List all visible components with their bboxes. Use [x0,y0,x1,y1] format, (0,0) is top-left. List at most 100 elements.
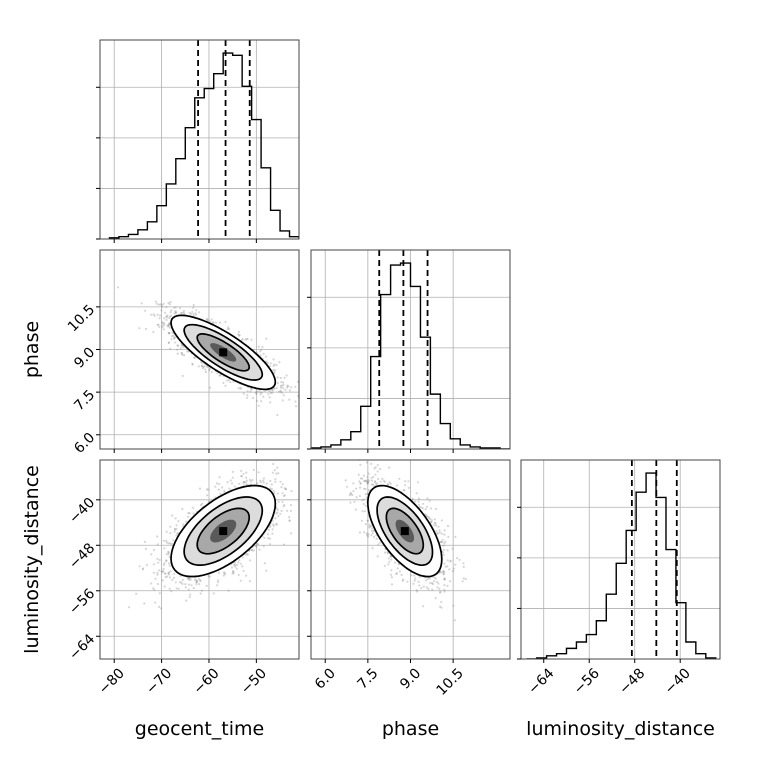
sample-point [217,579,220,582]
sample-point [286,509,289,512]
histogram-phase [307,249,511,450]
sample-point [161,305,164,308]
sample-point [282,505,285,508]
sample-point [167,573,170,576]
sample-point [434,524,438,527]
sample-point [264,355,268,358]
sample-point [174,311,177,314]
sample-point [181,352,184,355]
sample-point [188,311,191,314]
sample-point [190,312,193,315]
sample-point [181,507,184,511]
sample-point [283,504,286,507]
sample-point [173,306,176,309]
sample-point [271,471,274,474]
sample-point [208,575,211,578]
sample-point [259,393,262,396]
sample-point [227,326,230,329]
sample-point [167,542,170,545]
sample-point [169,542,172,545]
sample-point [182,311,185,314]
sample-point [195,579,198,582]
sample-point [271,391,274,394]
sample-point [153,588,156,591]
sample-point [252,468,255,471]
sample-point [203,365,206,368]
sample-point [270,454,272,456]
sample-point [268,525,271,529]
sample-point [384,551,387,554]
sample-point [152,548,156,552]
sample-point [177,344,180,347]
sample-point [222,381,225,384]
sample-point [228,327,231,331]
sample-point [275,507,278,510]
sample-point [150,553,153,556]
sample-point [288,519,291,522]
sample-point [198,583,201,586]
sample-point [276,413,279,417]
sample-point [256,543,260,546]
sample-point [187,583,191,586]
sample-point [206,366,209,369]
sample-point [167,562,170,565]
sample-point [288,398,291,401]
sample-point [281,500,284,504]
sample-point [259,391,262,394]
sample-point [164,539,168,542]
sample-point [184,583,187,586]
sample-point [158,592,161,595]
sample-point [186,350,189,353]
sample-point [192,512,195,515]
sample-point [165,305,168,309]
sample-point [184,586,187,589]
sample-point [262,481,265,484]
sample-point [159,303,162,306]
sample-point [152,330,155,333]
sample-point [260,348,263,351]
sample-point [294,400,297,403]
sample-point [243,481,246,484]
sample-point [150,313,153,316]
sample-point [163,585,166,588]
sample-point [238,334,241,337]
sample-point [289,504,293,507]
sample-point [401,578,405,581]
sample-point [191,310,194,313]
histogram-geocent_time [96,39,300,240]
sample-point [255,392,258,395]
sample-point [288,516,291,519]
sample-point [173,336,176,339]
sample-point [192,312,195,316]
sample-point [259,354,262,357]
sample-point [167,325,170,328]
sample-point [244,574,248,577]
panel-frame [99,459,300,660]
sample-point [165,530,168,533]
sample-point [272,523,275,526]
sample-point [186,576,190,580]
sample-point [169,570,172,573]
sample-point [349,501,352,504]
sample-point [272,462,275,466]
sample-point [156,323,159,326]
sample-point [163,562,166,565]
sample-point [424,508,427,511]
sample-point [158,317,161,320]
scatter-geocent_time-luminosity_distance [100,454,304,659]
sample-point [259,479,262,482]
sample-point [280,384,283,387]
sample-point [302,482,304,484]
sample-point [294,405,298,408]
sample-point [236,563,239,567]
sample-point [388,560,391,563]
sample-point [167,551,170,554]
sample-point [188,512,191,515]
sample-point [255,545,258,549]
sample-point [272,489,275,492]
sample-point [162,567,165,571]
sample-point [215,482,218,485]
sample-point [440,519,443,522]
sample-point [242,392,245,395]
sample-point [268,396,271,399]
